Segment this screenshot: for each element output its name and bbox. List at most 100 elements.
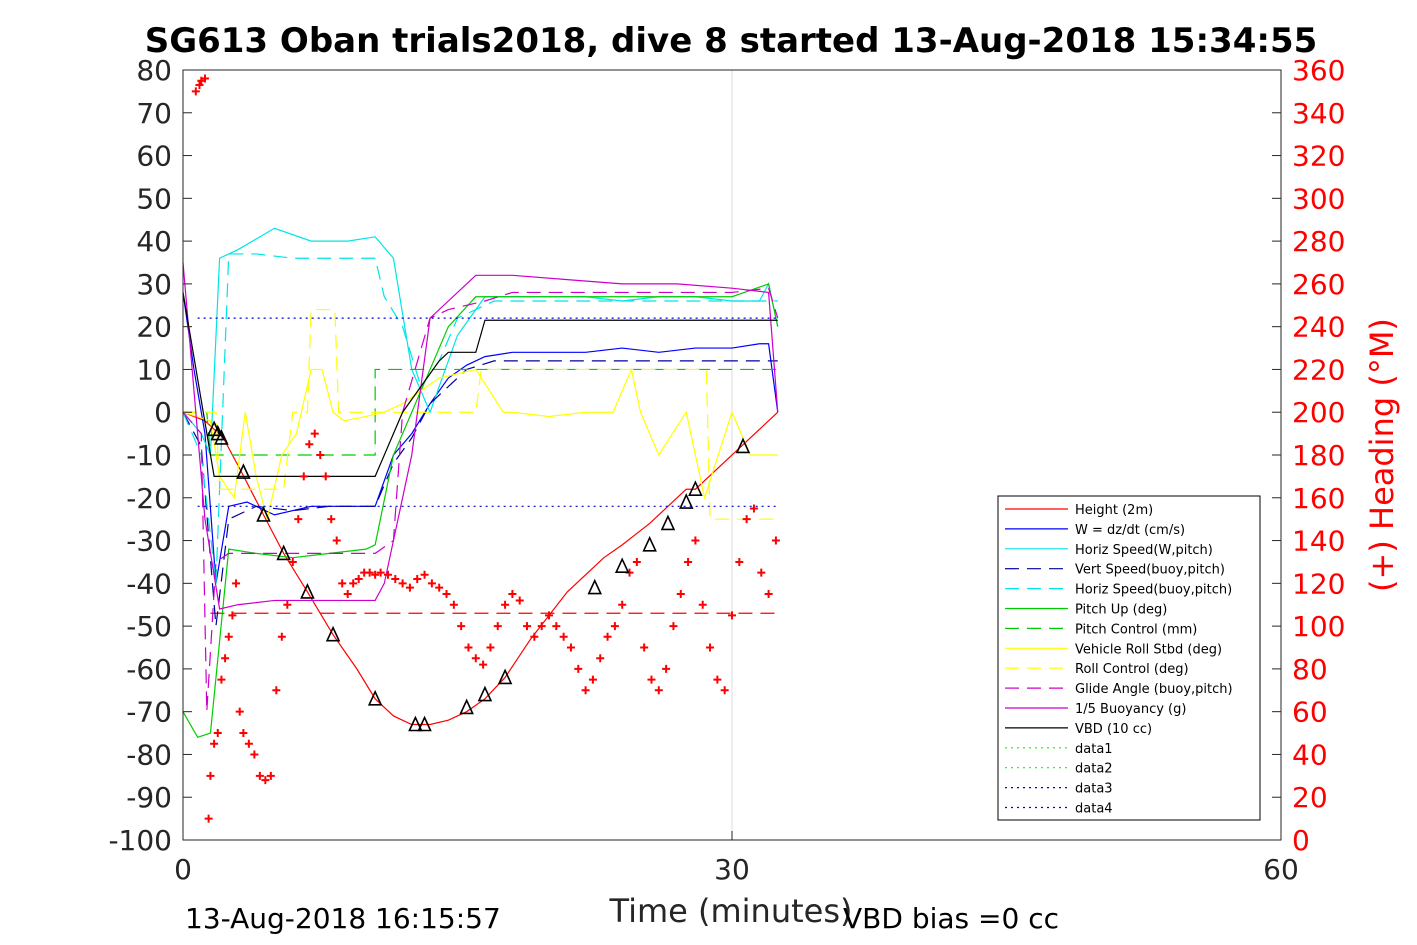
- series-line-8: [183, 308, 778, 520]
- heading-point: [354, 575, 363, 584]
- triangle-marker: [325, 625, 341, 642]
- series-line-9: [182, 287, 779, 712]
- y-left-tick-label: -20: [126, 482, 172, 515]
- heading-point: [698, 600, 707, 609]
- heading-point: [771, 536, 780, 545]
- y-left-tick-label: -40: [126, 567, 172, 600]
- y-left-tick-label: 60: [136, 140, 172, 173]
- heading-point: [486, 643, 495, 652]
- heading-point: [479, 660, 488, 669]
- triangle-marker: [614, 557, 630, 574]
- heading-point: [493, 622, 502, 631]
- legend-entry: data4: [1075, 802, 1113, 817]
- heading-point: [239, 729, 248, 738]
- heading-point: [413, 575, 422, 584]
- series-line-1: [182, 292, 779, 584]
- heading-point: [221, 654, 230, 663]
- legend-entry: Horiz Speed(buoy,pitch): [1075, 583, 1232, 598]
- heading-point: [327, 515, 336, 524]
- y-left-tick-label: -60: [126, 653, 172, 686]
- heading-point: [669, 622, 678, 631]
- y-right-tick-label: 360: [1292, 54, 1345, 87]
- heading-point: [603, 632, 612, 641]
- legend-entry: W = dz/dt (cm/s): [1075, 523, 1185, 538]
- heading-point: [343, 590, 352, 599]
- heading-point: [332, 536, 341, 545]
- legend-entry: data2: [1075, 762, 1113, 777]
- y-axis-right-label: (+) Heading (°M): [1363, 318, 1401, 592]
- legend-entry: Height (2m): [1075, 503, 1153, 518]
- heading-point: [471, 654, 480, 663]
- y-left-tick-label: 70: [136, 97, 172, 130]
- y-left-tick-label: 20: [136, 311, 172, 344]
- heading-point: [596, 654, 605, 663]
- heading-series: [191, 74, 780, 823]
- heading-point: [213, 729, 222, 738]
- heading-point: [365, 568, 374, 577]
- legend-entry: data1: [1075, 742, 1113, 757]
- legend-entry: Horiz Speed(W,pitch): [1075, 543, 1213, 558]
- heading-point: [244, 739, 253, 748]
- heading-point: [232, 579, 241, 588]
- heading-point: [191, 87, 200, 96]
- y-left-tick-label: -100: [108, 824, 172, 857]
- y-left-tick-label: -90: [126, 781, 172, 814]
- triangle-marker: [497, 668, 513, 685]
- heading-point: [283, 600, 292, 609]
- heading-point: [235, 707, 244, 716]
- heading-point: [266, 771, 275, 780]
- y-right-tick-label: 300: [1292, 182, 1345, 215]
- legend-entry: Vehicle Roll Stbd (deg): [1075, 642, 1222, 657]
- heading-point: [204, 814, 213, 823]
- y-right-tick-label: 160: [1292, 482, 1345, 515]
- heading-point: [391, 575, 400, 584]
- heading-point: [654, 686, 663, 695]
- heading-point: [427, 579, 436, 588]
- heading-point: [457, 622, 466, 631]
- y-right-tick-label: 40: [1292, 738, 1328, 771]
- legend-entry: Glide Angle (buoy,pitch): [1075, 682, 1233, 697]
- y-left-tick-label: -80: [126, 738, 172, 771]
- heading-point: [255, 771, 264, 780]
- y-axis-right: 3603403203002802602402202001801601401201…: [1272, 54, 1345, 857]
- y-axis-left: 80 70 60 50 40 30 20 10 0 -10 -20 -30 -40 -50 -60 -70 -8…: [108, 54, 192, 857]
- triangle-marker: [367, 689, 383, 706]
- heading-point: [713, 675, 722, 684]
- y-left-tick-label: 0: [154, 396, 172, 429]
- chart-title: SG613 Oban trials2018, dive 8 started 13…: [145, 21, 1318, 61]
- heading-point: [349, 579, 358, 588]
- x-tick-label: 0: [174, 853, 192, 886]
- heading-point: [200, 74, 209, 83]
- y-right-tick-label: 260: [1292, 268, 1345, 301]
- heading-point: [217, 675, 226, 684]
- series-line-0: [182, 411, 779, 726]
- y-left-tick-label: -70: [126, 696, 172, 729]
- triangle-marker: [417, 715, 432, 732]
- heading-point: [210, 739, 219, 748]
- y-left-tick-label: 50: [136, 182, 172, 215]
- y-left-tick-label: 40: [136, 225, 172, 258]
- heading-point: [261, 776, 270, 785]
- legend-entry: 1/5 Buoyancy (g): [1075, 702, 1186, 717]
- heading-point: [581, 686, 590, 695]
- heading-point: [288, 557, 297, 566]
- heading-point: [647, 675, 656, 684]
- heading-point: [316, 451, 325, 459]
- heading-point: [371, 570, 380, 579]
- heading-point: [321, 472, 330, 481]
- y-left-tick-label: 10: [136, 353, 172, 386]
- y-left-tick-label: -10: [126, 439, 172, 472]
- heading-point: [610, 622, 619, 631]
- heading-point: [749, 504, 758, 513]
- footer-vbd-bias: VBD bias =0 cc: [843, 902, 1059, 935]
- heading-point: [684, 557, 693, 566]
- triangle-marker: [587, 578, 603, 595]
- triangle-marker: [236, 463, 251, 479]
- triangle-marker: [477, 685, 493, 702]
- heading-point: [764, 590, 773, 599]
- y-right-tick-label: 100: [1292, 610, 1345, 643]
- footer-timestamp: 13-Aug-2018 16:15:57: [185, 902, 501, 935]
- legend-entry: Roll Control (deg): [1075, 662, 1189, 677]
- heading-point: [515, 596, 524, 605]
- triangle-marker: [660, 514, 676, 531]
